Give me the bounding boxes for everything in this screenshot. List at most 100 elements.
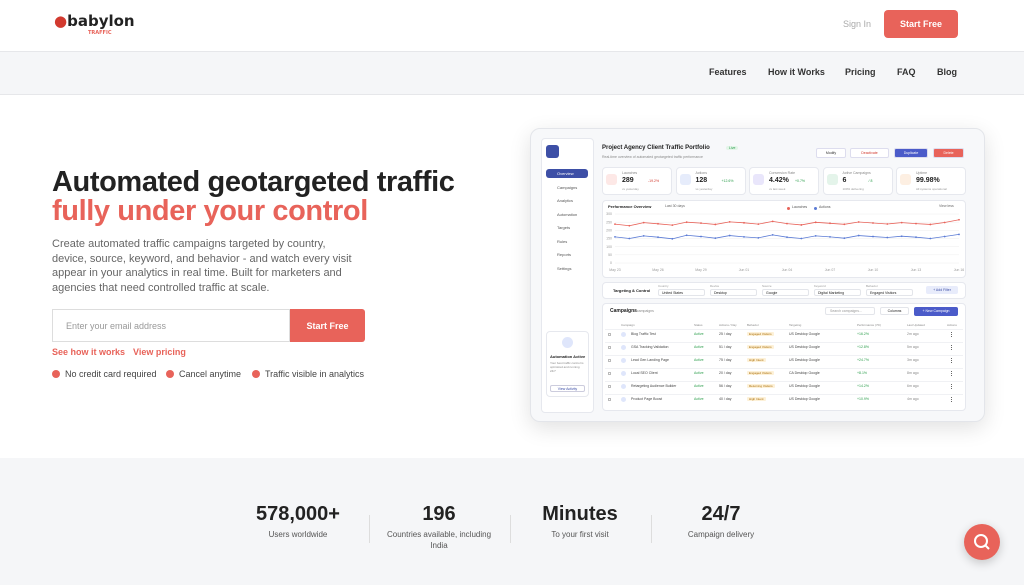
sidebar-item[interactable]: Targets: [557, 225, 571, 230]
submit-button[interactable]: Start Free: [290, 309, 365, 342]
dashboard-preview: Overview Campaigns Analytics Automation Targ…: [530, 128, 985, 422]
logo[interactable]: ●babylon: [54, 12, 135, 30]
card-label: Uptime: [916, 171, 928, 175]
chart-title: Performance Overview: [608, 204, 652, 209]
table-cell: US Desktop Google: [789, 397, 820, 401]
nav-item[interactable]: Blog: [937, 67, 957, 77]
new-campaign[interactable]: + New Campaign: [914, 307, 958, 316]
hero-link[interactable]: View pricing: [133, 347, 186, 357]
panel: [602, 303, 966, 411]
filter-value[interactable]: Google: [762, 289, 809, 296]
table-cell: US Desktop Google: [789, 345, 820, 349]
automation-icon: [562, 337, 573, 348]
campaigns-title: Campaigns: [610, 308, 637, 314]
legend-label: Actions: [819, 205, 831, 209]
logo-text: babylon: [67, 12, 135, 30]
hero-link[interactable]: See how it works: [52, 347, 126, 357]
table-cell: High Intent: [747, 397, 766, 401]
panel: [602, 200, 966, 278]
table-cell[interactable]: Retargeting Audience Builder: [631, 384, 677, 388]
table-cell[interactable]: Product Page Boost: [631, 397, 663, 401]
automation-button[interactable]: View Activity: [550, 385, 585, 392]
sidebar-item[interactable]: Rules: [557, 238, 568, 244]
sidebar-item[interactable]: Reports: [557, 252, 572, 257]
table-cell[interactable]: GSA Tracking Validation: [631, 345, 669, 349]
nav-highlight: [546, 169, 588, 178]
card-icon: [900, 174, 911, 185]
stat-value: 578,000+: [256, 503, 340, 525]
panel: [602, 167, 672, 195]
dash-subtitle: Real-time overview of automated geotarge…: [602, 155, 703, 159]
row-checkbox: [608, 359, 611, 362]
automation-text: Your best traffic control is optimized a…: [550, 361, 584, 373]
table-header: Behavior: [747, 323, 759, 327]
nav-item[interactable]: How it Works: [768, 67, 825, 77]
row-icon: [621, 384, 626, 389]
card-change: -19.2%: [648, 179, 660, 183]
table-cell[interactable]: Lead Gen Landing Page: [631, 358, 669, 362]
row-divider: [605, 329, 963, 330]
table-cell: High Intent: [747, 358, 766, 362]
filter-value[interactable]: Digital Marketing: [814, 289, 861, 296]
check-icon: [252, 370, 260, 378]
columns-button[interactable]: Columns: [880, 307, 909, 315]
sidebar-item[interactable]: Overview: [557, 171, 574, 176]
sign-in[interactable]: Sign In: [843, 19, 872, 29]
row-checkbox: [608, 385, 611, 388]
table-cell[interactable]: Local SEO Client: [631, 371, 658, 375]
dash-button[interactable]: Deactivate: [850, 148, 889, 158]
targeting-title: Targeting & Control: [613, 288, 651, 293]
chat-button[interactable]: [964, 524, 1000, 560]
nav-item[interactable]: Features: [709, 67, 747, 77]
filter-value[interactable]: Desktop: [710, 289, 757, 296]
filter-value[interactable]: United States: [658, 289, 705, 296]
table-header: Status: [694, 323, 703, 327]
table-cell: US Desktop Google: [789, 358, 820, 362]
table-cell: 6m ago: [907, 384, 919, 388]
stat-value: Minutes: [542, 503, 618, 525]
header: [0, 0, 1024, 50]
stat-value: 24/7: [701, 503, 741, 525]
email-input[interactable]: Enter your email address: [52, 309, 290, 342]
logo-sub: TRAFFIC: [88, 30, 112, 36]
campaign-search[interactable]: Search campaigns...: [825, 307, 875, 315]
card-icon: [679, 174, 691, 185]
sidebar-item[interactable]: Campaigns: [557, 184, 578, 190]
row-checkbox: [608, 372, 611, 375]
sidebar-item[interactable]: Settings: [557, 265, 572, 271]
campaigns-count: 6 campaigns: [634, 309, 654, 313]
dash-button[interactable]: Delete: [933, 148, 964, 158]
table-cell[interactable]: Blog Traffic Test: [631, 332, 656, 336]
row-menu: [951, 384, 952, 389]
table-cell: CA Desktop Google: [789, 371, 820, 375]
legend-swatch: [787, 207, 790, 210]
chart-view[interactable]: View less: [939, 204, 954, 208]
nav-item[interactable]: FAQ: [897, 67, 916, 77]
dash-button[interactable]: Modify: [816, 148, 846, 158]
start-free-button[interactable]: Start Free: [884, 10, 958, 38]
nav-item[interactable]: Pricing: [845, 67, 876, 77]
card-value: 4.42%: [769, 177, 789, 184]
card-icon: [606, 174, 617, 185]
table-header: Performance (7D): [857, 323, 881, 327]
sidebar-item[interactable]: Automation: [557, 211, 578, 217]
sidebar-item[interactable]: Analytics: [557, 198, 574, 203]
add-filter[interactable]: + Add Filter: [926, 286, 958, 294]
table-cell: +16.2%: [857, 332, 869, 336]
live-badge: Live: [726, 146, 739, 150]
dash-title: Project Agency Client Traffic Portfolio: [602, 145, 710, 151]
stat-label: To your first visit: [551, 530, 609, 539]
table-cell: 3m ago: [907, 358, 919, 362]
table-cell: Engaged Visitors: [747, 371, 774, 375]
filter-value[interactable]: Engaged Visitors: [866, 289, 913, 296]
row-menu: [951, 358, 952, 363]
table-cell: 8m ago: [907, 371, 919, 375]
table-cell: +10.9%: [857, 397, 869, 401]
card-icon: [753, 174, 764, 185]
table-cell: Active: [694, 345, 704, 349]
dash-button[interactable]: Duplicate: [894, 148, 928, 158]
card-note: All systems operational: [916, 187, 947, 191]
panel: [602, 282, 966, 299]
row-divider: [605, 355, 963, 356]
row-icon: [621, 345, 626, 350]
